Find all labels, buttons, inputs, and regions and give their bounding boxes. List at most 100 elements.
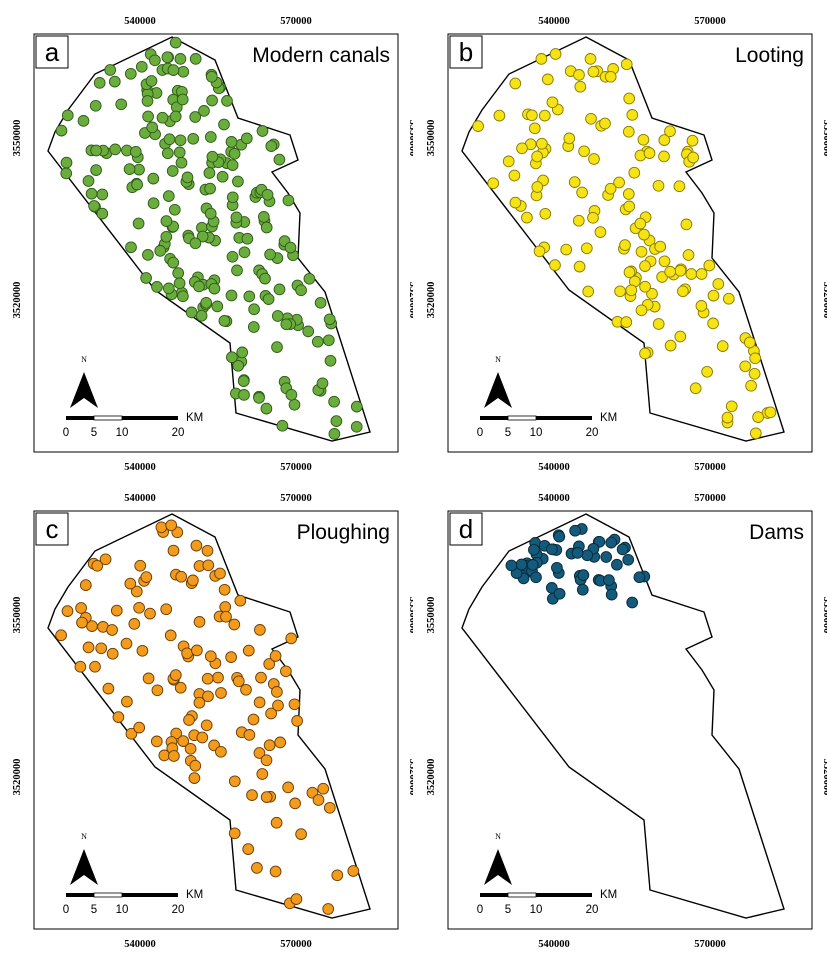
site-point — [175, 570, 188, 583]
site-point — [324, 354, 337, 367]
site-point — [248, 303, 260, 316]
site-point — [263, 658, 276, 670]
y-tick-label-right: 3550000 — [821, 597, 827, 634]
site-point — [316, 377, 329, 390]
site-point — [79, 579, 92, 591]
site-point — [256, 768, 269, 780]
site-point — [521, 211, 533, 224]
site-point — [322, 903, 335, 915]
map-a: 540000 540000 570000 570000 3550000 3550000 35… — [12, 16, 413, 473]
site-point — [149, 54, 161, 67]
x-tick-label-top: 570000 — [280, 16, 312, 27]
site-point — [535, 53, 548, 65]
site-point — [553, 530, 566, 543]
site-point — [269, 865, 282, 878]
site-point — [253, 696, 266, 709]
x-tick-label-bottom: 540000 — [538, 462, 570, 473]
site-point — [75, 602, 87, 614]
site-point — [271, 310, 284, 322]
site-point — [226, 351, 238, 364]
site-point — [202, 690, 214, 703]
site-point — [764, 406, 777, 419]
site-point — [187, 132, 200, 145]
site-point — [260, 402, 273, 415]
site-point — [190, 539, 203, 552]
north-arrow-icon — [484, 372, 512, 408]
site-point — [639, 347, 651, 360]
site-point — [174, 681, 187, 694]
site-point — [216, 170, 229, 183]
site-point — [208, 282, 221, 295]
site-point — [312, 794, 325, 806]
x-tick-label-bottom: 570000 — [694, 462, 726, 473]
site-point — [253, 747, 266, 759]
site-point — [173, 146, 186, 159]
site-point — [240, 132, 253, 145]
site-point — [169, 669, 182, 681]
site-point — [141, 95, 154, 107]
site-point — [269, 650, 282, 662]
site-point — [652, 179, 665, 192]
site-point — [721, 411, 734, 424]
site-point — [634, 217, 647, 230]
site-point — [177, 65, 190, 78]
site-point — [515, 558, 528, 571]
site-point — [273, 283, 286, 296]
site-point — [272, 699, 284, 712]
site-point — [569, 524, 581, 537]
site-point — [749, 427, 762, 440]
site-point — [189, 759, 202, 772]
site-point — [160, 215, 173, 227]
site-point — [102, 682, 115, 695]
north-arrow-icon — [484, 849, 512, 885]
scale-bar-seg — [536, 893, 592, 897]
site-point — [174, 53, 187, 65]
site-point — [259, 272, 271, 285]
x-tick-label-top: 540000 — [538, 493, 570, 504]
site-point — [181, 647, 193, 660]
map-d: 540000 540000 570000 570000 3550000 3550000 35… — [426, 493, 827, 950]
site-point — [172, 267, 185, 279]
panel-letter-box — [449, 35, 483, 69]
site-point — [577, 569, 590, 581]
y-tick-label-right: 3550000 — [407, 597, 413, 634]
site-point — [573, 69, 585, 81]
site-point — [162, 190, 175, 202]
y-tick-label-right: 3550000 — [407, 120, 413, 157]
site-point — [147, 172, 160, 185]
scale-label: 5 — [505, 904, 511, 916]
site-point — [695, 300, 708, 312]
site-point — [295, 828, 307, 840]
site-point — [526, 109, 538, 122]
site-point — [531, 181, 544, 193]
site-point — [302, 325, 315, 338]
site-points — [472, 48, 777, 440]
site-point — [189, 237, 202, 250]
y-tick-label-left: 3550000 — [12, 597, 23, 634]
site-point — [177, 290, 189, 303]
site-point — [90, 164, 102, 176]
site-point — [716, 340, 729, 352]
scale-bar-seg — [66, 893, 94, 897]
y-tick-label-right: 3520000 — [407, 282, 413, 319]
site-point — [145, 75, 158, 87]
site-point — [247, 321, 260, 333]
site-point — [162, 282, 175, 295]
site-point — [242, 843, 255, 855]
site-point — [505, 559, 518, 572]
site-point — [509, 77, 522, 90]
site-point — [263, 739, 276, 752]
site-point — [531, 150, 543, 163]
site-point — [204, 182, 216, 195]
scale-bar-seg — [93, 415, 123, 421]
scale-unit: KM — [186, 889, 203, 901]
site-point — [262, 293, 275, 305]
site-point — [236, 346, 249, 359]
site-point — [218, 118, 230, 131]
site-point — [206, 150, 219, 163]
site-point — [553, 587, 566, 600]
site-point — [563, 132, 576, 145]
y-tick-label-left: 3520000 — [426, 282, 437, 319]
site-point — [85, 187, 98, 200]
site-point — [221, 95, 233, 107]
